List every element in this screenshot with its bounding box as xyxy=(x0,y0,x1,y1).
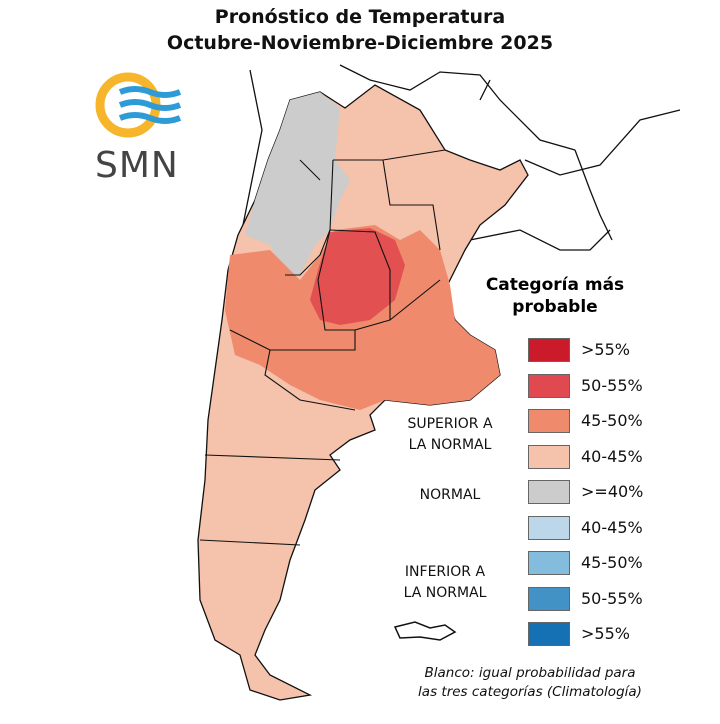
legend-swatch xyxy=(528,373,570,398)
category-inferior: INFERIOR A LA NORMAL xyxy=(390,562,500,604)
category-inferior-line-2: LA NORMAL xyxy=(403,585,487,601)
region-50-55-superior xyxy=(310,228,405,325)
legend-label: 40-45% xyxy=(581,517,643,537)
legend-label: >55% xyxy=(581,340,630,359)
legend-swatch xyxy=(528,480,570,504)
title-line-1: Pronóstico de Temperatura xyxy=(214,6,506,28)
legend-note-line-2: las tres categorías (Climatología) xyxy=(418,684,642,700)
legend-swatch xyxy=(528,622,570,646)
title-line-2: Octubre-Noviembre-Diciembre 2025 xyxy=(166,32,554,54)
smn-logo-text: SMN xyxy=(95,145,179,186)
legend-title: Categoría más probable xyxy=(470,274,640,318)
legend-swatch xyxy=(528,338,570,362)
legend-title-line-1: Categoría más xyxy=(485,275,625,295)
legend-swatch xyxy=(528,586,570,611)
legend-label: 50-55% xyxy=(581,375,643,395)
category-normal: NORMAL xyxy=(419,487,481,503)
legend-swatch xyxy=(528,515,570,540)
legend-label: >=40% xyxy=(581,482,644,501)
legend-swatch xyxy=(528,444,570,469)
legend-note-line-1: Blanco: igual probabilidad para xyxy=(424,665,636,681)
legend-label: >55% xyxy=(581,624,630,643)
legend-label: 45-50% xyxy=(581,553,643,572)
malvinas-islands xyxy=(393,621,457,641)
legend-swatch xyxy=(528,551,570,575)
region-normal xyxy=(245,92,350,275)
legend-note: Blanco: igual probabilidad para las tres… xyxy=(395,664,665,702)
legend-swatch xyxy=(528,409,570,433)
category-superior-line-2: LA NORMAL xyxy=(408,437,492,453)
province-borders xyxy=(199,149,446,546)
legend-label: 45-50% xyxy=(581,411,643,430)
smn-logo xyxy=(95,72,182,138)
category-inferior-line-1: INFERIOR A xyxy=(404,564,486,580)
category-superior: SUPERIOR A LA NORMAL xyxy=(395,414,505,456)
legend-label: 50-55% xyxy=(581,588,643,608)
legend-label: 40-45% xyxy=(581,446,643,466)
legend-title-line-2: probable xyxy=(512,297,598,317)
category-superior-line-1: SUPERIOR A xyxy=(407,416,493,432)
